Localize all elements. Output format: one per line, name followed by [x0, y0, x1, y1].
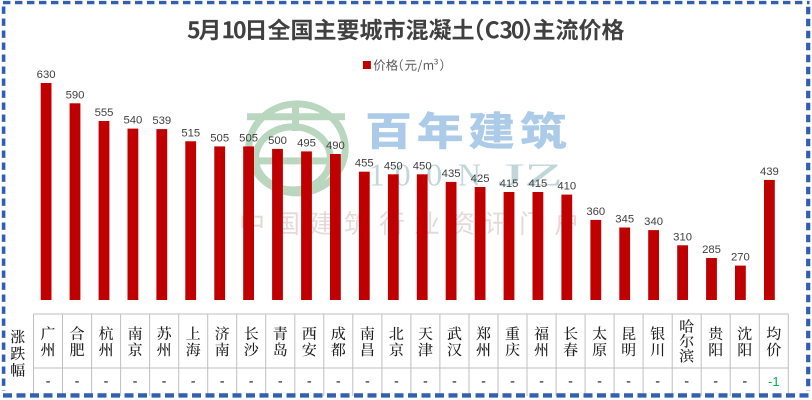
svg-text:J: J — [498, 157, 525, 193]
svg-text:-: - — [510, 374, 515, 390]
svg-text:-: - — [162, 374, 167, 390]
svg-text:439: 439 — [760, 166, 779, 178]
svg-text:415: 415 — [500, 178, 519, 190]
svg-text:455: 455 — [355, 158, 374, 170]
svg-text:-: - — [104, 374, 109, 390]
svg-text:490: 490 — [326, 140, 345, 152]
svg-text:-: - — [684, 374, 689, 390]
svg-text:-: - — [597, 374, 602, 390]
svg-text:450: 450 — [413, 160, 432, 172]
svg-text:340: 340 — [644, 216, 663, 228]
svg-text:539: 539 — [152, 115, 171, 127]
svg-text:555: 555 — [95, 107, 114, 119]
svg-text:425: 425 — [471, 173, 490, 185]
svg-text:-: - — [626, 374, 631, 390]
svg-text:-: - — [336, 374, 341, 390]
svg-text:-: - — [191, 374, 196, 390]
svg-text:415: 415 — [528, 178, 547, 190]
svg-text:540: 540 — [123, 115, 142, 127]
svg-text:-: - — [307, 374, 312, 390]
svg-text:-: - — [278, 374, 283, 390]
svg-text:310: 310 — [673, 231, 692, 243]
svg-text:-: - — [742, 374, 747, 390]
svg-text:-: - — [423, 374, 428, 390]
svg-text:-: - — [539, 374, 544, 390]
svg-text:515: 515 — [181, 127, 200, 139]
svg-text:435: 435 — [442, 168, 461, 180]
svg-text:495: 495 — [297, 137, 316, 149]
svg-text:345: 345 — [615, 214, 634, 226]
svg-text:-: - — [365, 374, 370, 390]
svg-text:450: 450 — [384, 160, 403, 172]
svg-text:-: - — [452, 374, 457, 390]
svg-text:500: 500 — [268, 135, 287, 147]
svg-text:505: 505 — [239, 132, 258, 144]
svg-text:-: - — [75, 374, 80, 390]
svg-text:-: - — [220, 374, 225, 390]
svg-text:360: 360 — [586, 206, 605, 218]
svg-text:-: - — [133, 374, 138, 390]
svg-text:-: - — [655, 374, 660, 390]
svg-text:-: - — [568, 374, 573, 390]
svg-text:1: 1 — [369, 156, 385, 192]
svg-text:285: 285 — [702, 244, 721, 256]
svg-text:-: - — [46, 374, 51, 390]
svg-text:410: 410 — [557, 181, 576, 193]
svg-text:N: N — [458, 156, 481, 192]
svg-text:-: - — [394, 374, 399, 390]
svg-text:-: - — [249, 374, 254, 390]
svg-text:-: - — [481, 374, 486, 390]
svg-text:505: 505 — [210, 132, 229, 144]
svg-text:0: 0 — [426, 156, 442, 192]
svg-text:590: 590 — [66, 89, 85, 101]
svg-text:270: 270 — [731, 252, 750, 264]
svg-text:Z: Z — [524, 157, 563, 192]
svg-text:-1: -1 — [768, 374, 780, 389]
svg-text:-: - — [713, 374, 718, 390]
svg-text:630: 630 — [37, 69, 56, 81]
